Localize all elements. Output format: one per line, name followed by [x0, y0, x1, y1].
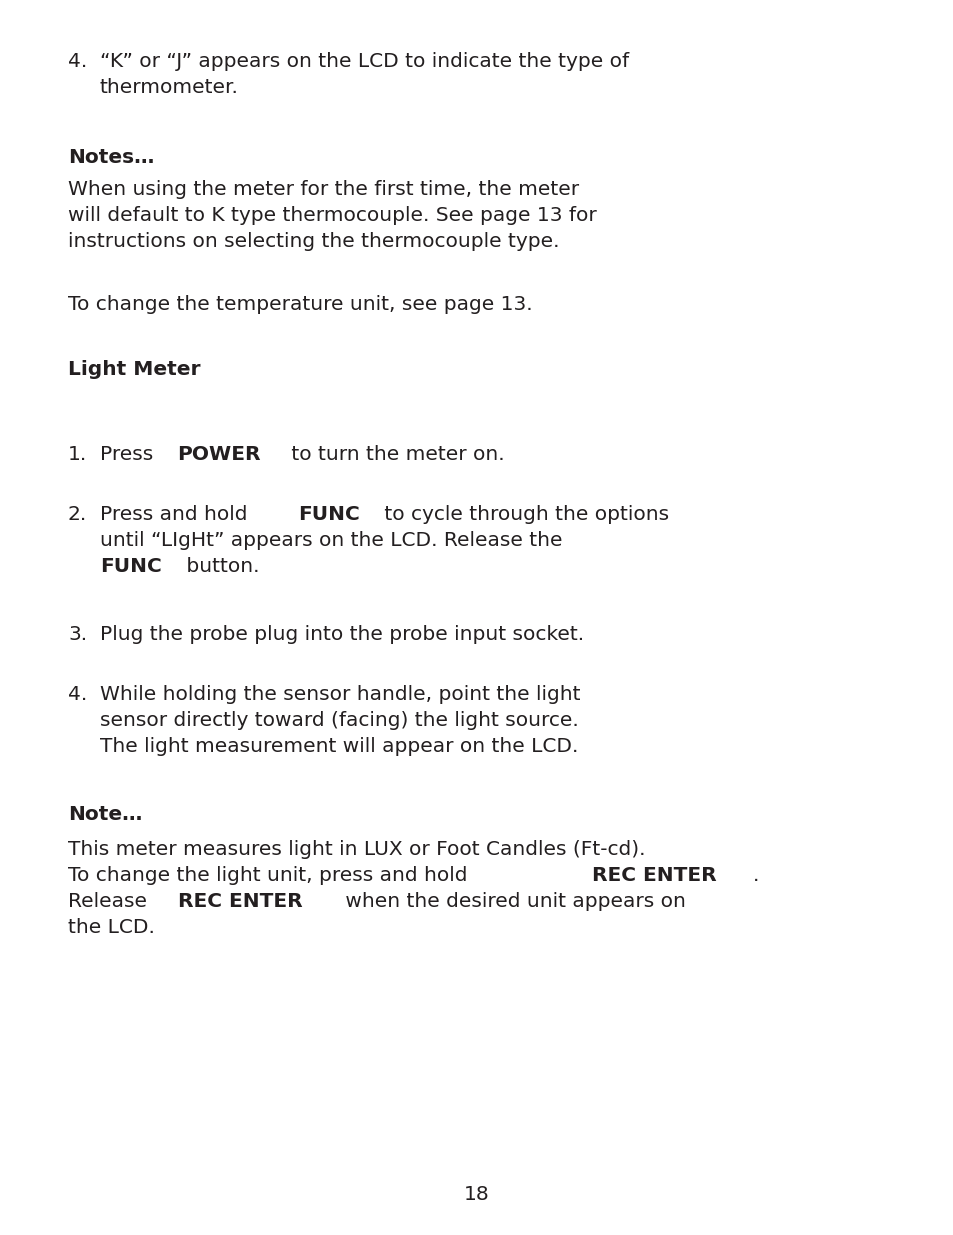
- Text: REC ENTER: REC ENTER: [591, 866, 716, 885]
- Text: Release: Release: [68, 892, 153, 911]
- Text: 4.: 4.: [68, 685, 87, 704]
- Text: The light measurement will appear on the LCD.: The light measurement will appear on the…: [100, 737, 578, 756]
- Text: to cycle through the options: to cycle through the options: [377, 505, 669, 524]
- Text: 4.: 4.: [68, 52, 87, 70]
- Text: .: .: [752, 866, 758, 885]
- Text: 1.: 1.: [68, 445, 87, 464]
- Text: 3.: 3.: [68, 625, 87, 643]
- Text: While holding the sensor handle, point the light: While holding the sensor handle, point t…: [100, 685, 579, 704]
- Text: Note…: Note…: [68, 805, 142, 824]
- Text: REC ENTER: REC ENTER: [178, 892, 302, 911]
- Text: To change the temperature unit, see page 13.: To change the temperature unit, see page…: [68, 295, 532, 314]
- Text: will default to K type thermocouple. See page 13 for: will default to K type thermocouple. See…: [68, 206, 597, 225]
- Text: button.: button.: [179, 557, 259, 576]
- Text: 18: 18: [464, 1186, 489, 1204]
- Text: Press and hold: Press and hold: [100, 505, 253, 524]
- Text: Light Meter: Light Meter: [68, 359, 200, 379]
- Text: To change the light unit, press and hold: To change the light unit, press and hold: [68, 866, 474, 885]
- Text: When using the meter for the first time, the meter: When using the meter for the first time,…: [68, 180, 578, 199]
- Text: when the desired unit appears on: when the desired unit appears on: [338, 892, 685, 911]
- Text: “K” or “J” appears on the LCD to indicate the type of: “K” or “J” appears on the LCD to indicat…: [100, 52, 628, 70]
- Text: Plug the probe plug into the probe input socket.: Plug the probe plug into the probe input…: [100, 625, 583, 643]
- Text: Notes…: Notes…: [68, 148, 154, 167]
- Text: 2.: 2.: [68, 505, 87, 524]
- Text: until “LIgHt” appears on the LCD. Release the: until “LIgHt” appears on the LCD. Releas…: [100, 531, 562, 550]
- Text: FUNC: FUNC: [298, 505, 360, 524]
- Text: sensor directly toward (facing) the light source.: sensor directly toward (facing) the ligh…: [100, 711, 578, 730]
- Text: thermometer.: thermometer.: [100, 78, 238, 98]
- Text: the LCD.: the LCD.: [68, 918, 154, 937]
- Text: instructions on selecting the thermocouple type.: instructions on selecting the thermocoup…: [68, 232, 558, 251]
- Text: to turn the meter on.: to turn the meter on.: [284, 445, 504, 464]
- Text: This meter measures light in LUX or Foot Candles (Ft-cd).: This meter measures light in LUX or Foot…: [68, 840, 645, 860]
- Text: POWER: POWER: [176, 445, 260, 464]
- Text: FUNC: FUNC: [100, 557, 162, 576]
- Text: Press: Press: [100, 445, 159, 464]
